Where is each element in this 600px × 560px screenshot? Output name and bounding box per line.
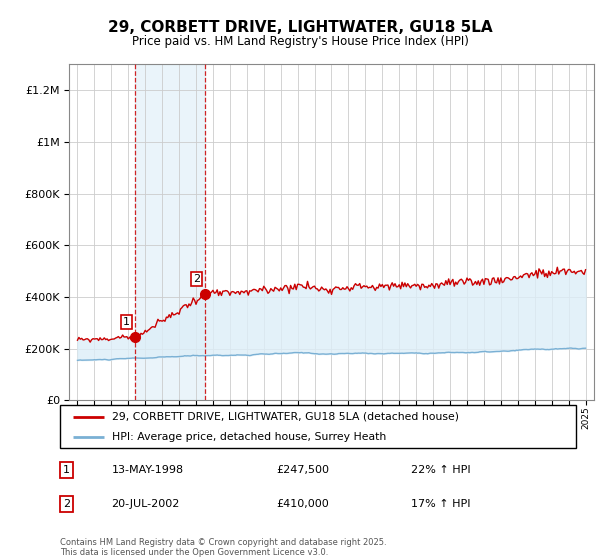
- Text: 13-MAY-1998: 13-MAY-1998: [112, 465, 184, 475]
- Text: 2: 2: [62, 499, 70, 509]
- Bar: [134, 64, 205, 400]
- Text: £410,000: £410,000: [277, 499, 329, 509]
- Text: Contains HM Land Registry data © Crown copyright and database right 2025.
This d: Contains HM Land Registry data © Crown c…: [60, 538, 386, 557]
- Text: 29, CORBETT DRIVE, LIGHTWATER, GU18 5LA (detached house): 29, CORBETT DRIVE, LIGHTWATER, GU18 5LA …: [112, 412, 458, 422]
- Text: Price paid vs. HM Land Registry's House Price Index (HPI): Price paid vs. HM Land Registry's House …: [131, 35, 469, 48]
- Text: 20-JUL-2002: 20-JUL-2002: [112, 499, 180, 509]
- Text: 2: 2: [193, 274, 200, 284]
- Text: 17% ↑ HPI: 17% ↑ HPI: [411, 499, 470, 509]
- Text: HPI: Average price, detached house, Surrey Heath: HPI: Average price, detached house, Surr…: [112, 432, 386, 442]
- Text: 29, CORBETT DRIVE, LIGHTWATER, GU18 5LA: 29, CORBETT DRIVE, LIGHTWATER, GU18 5LA: [107, 20, 493, 35]
- FancyBboxPatch shape: [60, 405, 576, 448]
- Text: 1: 1: [122, 317, 130, 327]
- Text: 1: 1: [62, 465, 70, 475]
- Text: 22% ↑ HPI: 22% ↑ HPI: [411, 465, 470, 475]
- Text: £247,500: £247,500: [277, 465, 330, 475]
